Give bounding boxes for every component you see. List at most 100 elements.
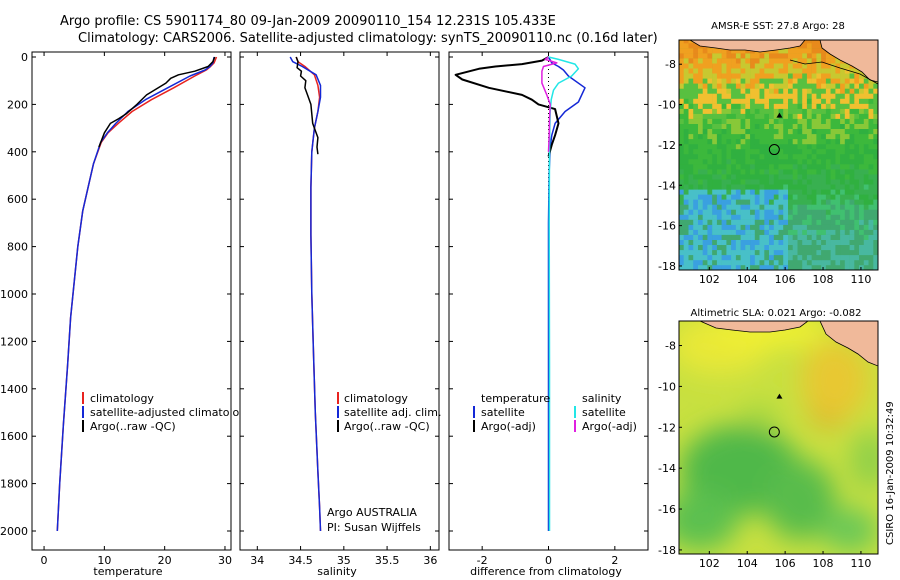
sst-cell — [721, 103, 727, 109]
sst-cell — [797, 73, 803, 79]
sst-cell — [863, 154, 869, 160]
sst-cell — [764, 73, 770, 79]
sst-cell — [806, 93, 812, 99]
sst-cell — [854, 154, 860, 160]
sst-cell — [873, 118, 878, 124]
sst-cell — [854, 128, 860, 135]
sst-cell — [740, 189, 746, 195]
sst-cell — [702, 83, 708, 89]
sst-cell — [844, 103, 850, 109]
sst-cell — [726, 229, 732, 235]
sst-cell — [806, 68, 812, 74]
sst-cell — [754, 53, 760, 59]
sst-cell — [821, 204, 827, 210]
sst-cell — [773, 259, 779, 266]
sst-cell — [788, 53, 793, 59]
sst-cell — [783, 169, 789, 175]
sst-cell — [811, 164, 817, 170]
sst-cell — [773, 234, 779, 240]
sst-cell — [821, 224, 827, 230]
sst-cell — [740, 194, 746, 200]
sst-cell — [778, 68, 784, 74]
sst-cell — [735, 194, 741, 200]
sst-cell — [683, 73, 689, 79]
sst-cell — [721, 113, 727, 119]
sst-cell — [806, 138, 812, 145]
sst-cell — [854, 249, 860, 256]
sst-cell — [688, 123, 694, 129]
sst-cell — [825, 73, 831, 79]
sst-cell — [844, 194, 850, 200]
sst-cell — [844, 128, 850, 135]
sst-cell — [835, 68, 841, 74]
sst-cell — [797, 133, 803, 140]
sst-cell — [802, 164, 808, 170]
sst-cell — [830, 174, 836, 180]
sst-cell — [693, 249, 699, 256]
sst-cell — [698, 229, 703, 235]
sst-cell — [792, 184, 798, 190]
sst-cell — [816, 254, 822, 261]
sst-cell — [840, 73, 846, 79]
sst-cell — [873, 143, 878, 150]
sst-cell — [712, 164, 718, 170]
sst-cell — [707, 143, 713, 150]
sst-cell — [806, 98, 812, 104]
sst-cell — [721, 184, 727, 190]
sst-cell — [759, 229, 765, 235]
sst-cell — [863, 179, 869, 185]
sst-cell — [731, 224, 737, 230]
sst-cell — [750, 93, 756, 99]
sst-cell — [688, 43, 694, 49]
sst-cell — [859, 179, 864, 185]
sst-cell — [816, 154, 822, 160]
sst-cell — [854, 159, 860, 165]
sst-cell — [707, 224, 713, 230]
sst-cell — [816, 219, 822, 225]
sst-cell — [821, 133, 827, 140]
sst-cell — [802, 209, 808, 215]
sst-cell — [721, 239, 727, 245]
sst-cell — [702, 148, 708, 155]
sst-cell — [778, 154, 784, 160]
sst-cell — [679, 239, 684, 245]
sst-cell — [750, 169, 756, 175]
sst-cell — [712, 148, 718, 155]
argo-position-marker — [768, 426, 780, 438]
temperature-series — [56, 56, 218, 532]
sst-cell — [735, 103, 741, 109]
sst-cell — [764, 128, 770, 135]
sst-cell — [731, 244, 737, 251]
sst-cell — [788, 164, 793, 170]
sst-cell — [688, 118, 694, 124]
sst-cell — [873, 244, 878, 251]
sst-cell — [792, 93, 798, 99]
sst-cell — [825, 189, 831, 195]
sst-cell — [707, 259, 713, 266]
sst-cell — [783, 113, 789, 119]
sst-cell — [802, 199, 808, 205]
sst-cell — [750, 83, 756, 89]
sst-cell — [764, 108, 770, 114]
sst-cell — [783, 199, 789, 205]
sst-cell — [764, 265, 770, 270]
sst-cell — [816, 249, 822, 256]
sst-cell — [702, 118, 708, 124]
sst-cell — [873, 194, 878, 200]
sst-cell — [835, 219, 841, 225]
sst-cell — [712, 108, 718, 114]
sst-cell — [679, 133, 684, 140]
difference-ticks: -2 0 2 — [449, 52, 648, 567]
sst-cell — [769, 189, 774, 195]
sst-cell — [821, 58, 827, 64]
sst-cell — [702, 189, 708, 195]
sst-cell — [802, 73, 808, 79]
sst-cell — [679, 219, 684, 225]
sst-cell — [811, 143, 817, 150]
sst-cell — [754, 179, 760, 185]
sst-cell — [816, 123, 822, 129]
sst-cell — [716, 148, 722, 155]
sst-cell — [821, 199, 827, 205]
sst-cell — [688, 78, 694, 84]
sst-cell — [849, 204, 855, 210]
